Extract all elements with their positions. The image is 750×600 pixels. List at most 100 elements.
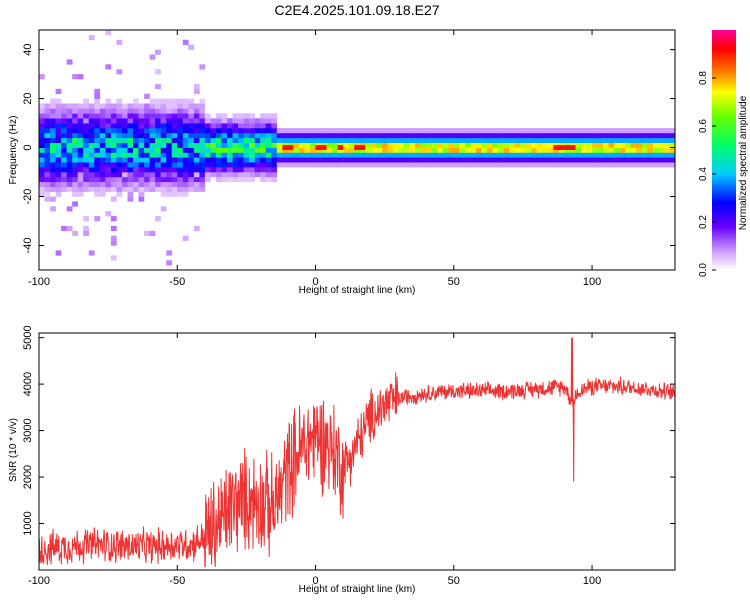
x-tick-label: 50 [448,575,460,587]
spectrogram-cell [431,147,438,153]
spectrogram-cell [359,132,366,139]
spectrogram-cell [204,157,211,163]
spectrogram-cell [238,162,244,168]
spectrogram-cell [77,132,84,139]
spectrogram-cell [61,128,67,134]
spectrogram-cell [669,162,675,168]
spectrogram-cell [509,132,515,139]
spectrogram-cell [83,118,89,124]
spectrogram-cell [619,162,626,168]
spectrogram-cell [232,147,239,153]
spectrogram-cell [44,108,51,114]
spectrogram-cell [127,132,134,139]
spectrogram-cell [116,186,123,192]
spectrogram-cell [564,152,571,158]
spectrogram-cell [569,128,576,134]
spectrogram-cell [182,132,189,139]
spectrogram-cell [177,118,184,124]
spectrogram-cell [155,181,161,187]
spectrogram-cell [39,167,45,173]
spectrogram-cell [498,147,504,153]
spectrogram-cell [669,147,675,153]
spectrogram-cell [603,132,609,139]
spectrogram-cell [238,176,244,183]
spectrogram-cell [553,162,560,168]
spectrogram-cell [470,128,477,134]
spectrogram-cell [155,118,161,124]
spectrogram-cell [415,132,421,139]
spectrogram-cell [365,147,372,153]
spectrogram-cell [44,167,51,173]
spectrogram-cell [44,103,51,109]
spectrogram-cell [525,147,532,153]
spectrogram-cell [260,118,266,124]
spectrogram-cell [392,147,399,153]
spectrogram-cell [221,167,228,173]
spectrogram-cell [44,118,51,124]
spectrogram-cell [442,162,449,168]
spectrogram-cell [105,132,112,139]
spectrogram-cell [105,142,112,148]
spectrogram-cell [592,157,598,163]
spectrogram-cell [77,162,84,168]
spectrogram-cell [531,132,537,139]
spectrogram-cell [50,186,56,192]
spectrogram-cell [254,123,261,129]
spectrogram-cell [116,142,123,148]
spectrogram-cell [503,152,510,158]
spectrogram-cell [431,162,438,168]
spectrogram-cell [204,113,211,119]
spectrogram-cell [243,176,250,183]
spectrogram-cell [39,142,45,148]
spectrogram-cell [188,152,195,158]
spectrogram-cell [50,137,56,143]
spectrogram-cell [415,147,421,153]
spectrogram-cell [116,137,123,143]
spectrogram-cell [348,142,355,148]
spectrogram-cell [243,162,250,168]
spectrogram-cell [193,118,200,124]
spectrogram-cell [88,176,95,183]
spectrogram-cell [265,172,272,178]
spectrogram-cell [310,137,316,143]
spectrogram-cell [625,152,631,158]
spectrogram-cell [569,152,576,158]
spectrogram-cell [321,162,327,168]
spectrogram-cell [420,132,427,139]
spectrogram-cell [260,172,266,178]
spectrogram-cell [492,162,499,168]
spectrogram-cell [315,137,322,143]
spectrogram-cell [343,162,349,168]
spectrogram-cell [105,113,112,119]
spectrogram-cell [254,157,261,163]
spectrogram-cell [404,162,410,168]
spectrogram-cell [520,137,526,143]
spectrogram-cell [221,118,228,124]
spectrogram-cell [625,128,631,134]
spectrogram-x-label: Height of straight line (km) [299,285,416,296]
spectrogram-cell [249,147,255,153]
spectrogram-cell [39,186,45,192]
spectrogram-cell [376,128,383,134]
spectrogram-cell [243,118,250,124]
spectrogram-cell [227,176,233,183]
spectrogram-cell [83,225,89,232]
spectrogram-cell [343,137,349,143]
spectrogram-cell [464,157,471,163]
spectrogram-cell [127,172,134,178]
y-tick-label: 1000 [22,511,34,535]
spectrogram-cell [204,132,211,139]
spectrogram-cell [652,152,659,158]
spectrogram-cell [453,147,460,153]
spectrogram-cell [348,147,355,153]
spectrogram-cell [558,147,565,153]
spectrogram-cell [531,152,537,158]
spectrogram-cell [586,152,593,158]
spectrogram-cell [398,152,405,158]
spectrogram-cell [144,93,150,99]
spectrogram-cell [332,137,338,143]
spectrogram-cell [581,157,587,163]
spectrogram-cell [155,137,161,143]
spectrogram-cell [597,128,604,134]
spectrogram-cell [144,162,150,168]
